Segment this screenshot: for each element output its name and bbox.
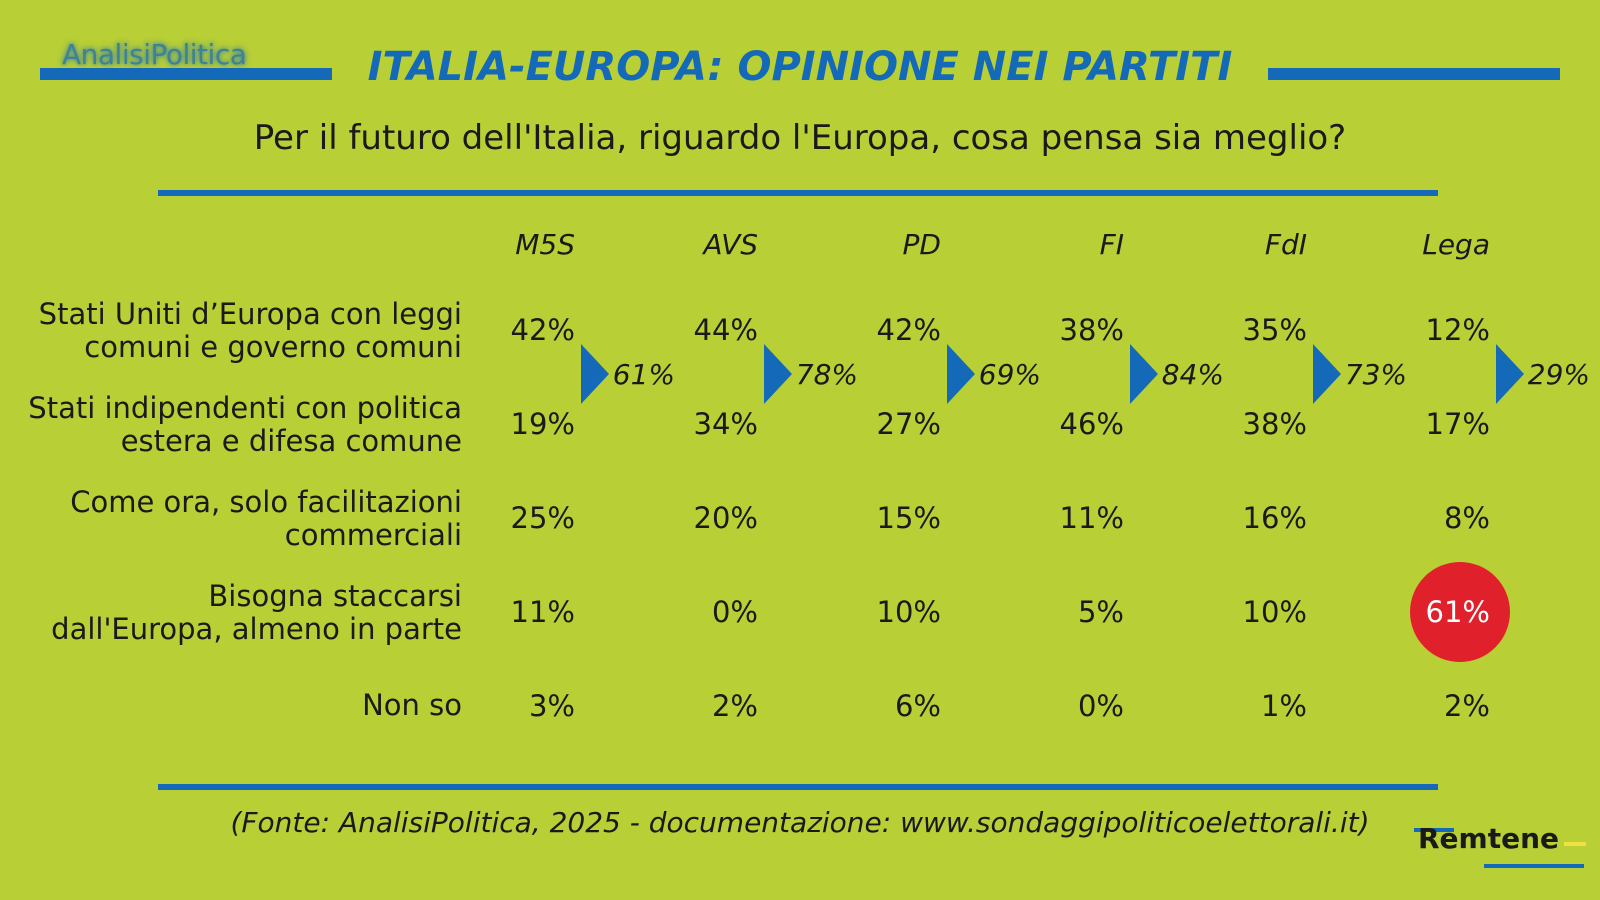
brand-stripe-right — [1564, 842, 1586, 846]
row-label-line: commerciali — [284, 518, 462, 552]
top-divider — [158, 190, 1438, 196]
row-label-line: Non so — [362, 688, 462, 722]
value-cell: 16% — [1242, 501, 1307, 535]
value-cell: 44% — [693, 313, 758, 347]
row-label: Come ora, solo facilitazioni commerciali — [0, 486, 462, 552]
value-cell: 8% — [1443, 501, 1490, 535]
value-cell: 42% — [876, 313, 941, 347]
party-header-pd: PD — [902, 228, 941, 261]
value-cell: 2% — [1443, 689, 1490, 723]
value-cell: 10% — [1242, 595, 1307, 629]
party-header-fi: FI — [1099, 228, 1124, 261]
value-cell: 11% — [510, 595, 575, 629]
value-cell: 38% — [1242, 407, 1307, 441]
combined-sum-avs: 78% — [795, 358, 858, 391]
value-cell: 10% — [876, 595, 941, 629]
value-cell: 15% — [876, 501, 941, 535]
combined-sum-fdi: 73% — [1344, 358, 1407, 391]
arrow-shape — [1130, 344, 1158, 404]
value-cell: 6% — [894, 689, 941, 723]
value-cell: 0% — [1077, 689, 1124, 723]
value-cell: 3% — [528, 689, 575, 723]
row-label: Non so — [0, 689, 462, 722]
bottom-divider — [158, 784, 1438, 790]
brand-stripe-bottom — [1484, 864, 1584, 868]
value-cell: 46% — [1059, 407, 1124, 441]
arrow-shape — [947, 344, 975, 404]
row-label-line: comuni e governo comuni — [84, 330, 462, 364]
value-cell: 35% — [1242, 313, 1307, 347]
combined-arrow-icon — [581, 344, 609, 404]
value-cell: 12% — [1425, 313, 1490, 347]
title-rule-right — [1268, 68, 1560, 80]
row-label-line: Bisogna staccarsi — [208, 579, 462, 613]
value-cell: 2% — [711, 689, 758, 723]
combined-arrow-icon — [1130, 344, 1158, 404]
combined-sum-fi: 84% — [1161, 358, 1224, 391]
brand-name: Remtene — [1418, 822, 1560, 855]
value-cell: 1% — [1260, 689, 1307, 723]
value-cell: 27% — [876, 407, 941, 441]
value-cell: 61% — [1425, 595, 1490, 629]
arrow-shape — [1496, 344, 1524, 404]
row-label-line: Come ora, solo facilitazioni — [70, 485, 462, 519]
combined-sum-pd: 69% — [978, 358, 1041, 391]
row-label-line: dall'Europa, almeno in parte — [51, 612, 462, 646]
arrow-shape — [1313, 344, 1341, 404]
highlight-circle — [1410, 562, 1510, 662]
source-note: (Fonte: AnalisiPolitica, 2025 - document… — [230, 806, 1370, 839]
party-header-m5s: M5S — [515, 228, 575, 261]
title-rule-left — [40, 68, 332, 80]
brand-stripe-top — [1414, 828, 1454, 832]
row-label: Bisogna staccarsi dall'Europa, almeno in … — [0, 580, 462, 646]
party-header-lega: Lega — [1422, 228, 1490, 261]
combined-arrow-icon — [947, 344, 975, 404]
party-header-fdi: FdI — [1264, 228, 1307, 261]
combined-arrow-icon — [1313, 344, 1341, 404]
value-cell: 34% — [693, 407, 758, 441]
row-label-line: Stati indipendenti con politica — [28, 391, 462, 425]
row-label-line: estera e difesa comune — [120, 424, 462, 458]
value-cell: 20% — [693, 501, 758, 535]
arrow-shape — [581, 344, 609, 404]
analisipolitica-logo: AnalisiPolitica — [62, 38, 247, 71]
value-cell: 0% — [711, 595, 758, 629]
remtene-logo: Remtene — [1414, 822, 1590, 872]
party-header-avs: AVS — [703, 228, 758, 261]
chart-subtitle: Per il futuro dell'Italia, riguardo l'Eu… — [253, 118, 1347, 158]
value-cell: 19% — [510, 407, 575, 441]
value-cell: 11% — [1059, 501, 1124, 535]
row-label: Stati indipendenti con politica estera e … — [0, 392, 462, 458]
value-cell: 5% — [1077, 595, 1124, 629]
value-cell: 17% — [1425, 407, 1490, 441]
combined-sum-m5s: 61% — [612, 358, 675, 391]
value-cell: 38% — [1059, 313, 1124, 347]
chart-title: ITALIA-EUROPA: OPINIONE NEI PARTITI — [367, 44, 1233, 90]
value-cell: 25% — [510, 501, 575, 535]
combined-sum-lega: 29% — [1527, 358, 1590, 391]
value-cell: 42% — [510, 313, 575, 347]
combined-arrow-icon — [764, 344, 792, 404]
arrow-shape — [764, 344, 792, 404]
row-label-line: Stati Uniti d’Europa con leggi — [38, 297, 462, 331]
combined-arrow-icon — [1496, 344, 1524, 404]
row-label: Stati Uniti d’Europa con leggi comuni e g… — [0, 298, 462, 364]
